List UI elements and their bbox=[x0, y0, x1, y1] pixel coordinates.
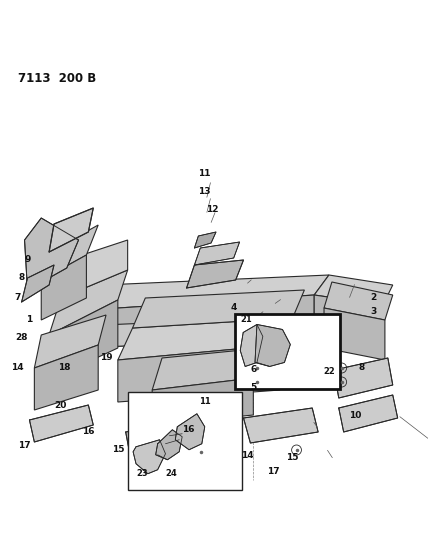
Text: 14: 14 bbox=[12, 364, 24, 373]
Polygon shape bbox=[175, 414, 205, 450]
Polygon shape bbox=[339, 395, 398, 432]
Polygon shape bbox=[152, 348, 263, 390]
Polygon shape bbox=[334, 358, 393, 398]
Text: 7: 7 bbox=[15, 294, 21, 303]
Polygon shape bbox=[88, 275, 329, 310]
Polygon shape bbox=[88, 315, 329, 348]
Text: 2: 2 bbox=[370, 294, 376, 303]
Polygon shape bbox=[133, 290, 304, 328]
Text: 18: 18 bbox=[58, 364, 70, 373]
Polygon shape bbox=[61, 240, 128, 298]
Text: 6: 6 bbox=[250, 366, 256, 375]
Bar bbox=[235, 314, 340, 389]
Polygon shape bbox=[41, 225, 98, 280]
Text: 15: 15 bbox=[112, 446, 124, 455]
Polygon shape bbox=[194, 232, 216, 248]
Polygon shape bbox=[88, 295, 314, 348]
Text: 13: 13 bbox=[198, 188, 211, 197]
Text: 7113  200 B: 7113 200 B bbox=[18, 72, 96, 85]
Polygon shape bbox=[49, 300, 118, 380]
Text: 15: 15 bbox=[286, 454, 299, 463]
Text: 22: 22 bbox=[324, 367, 336, 376]
Polygon shape bbox=[324, 308, 385, 360]
Text: 9: 9 bbox=[24, 255, 31, 264]
Text: 16: 16 bbox=[182, 425, 195, 434]
Text: 20: 20 bbox=[55, 400, 67, 409]
Polygon shape bbox=[255, 325, 290, 367]
Polygon shape bbox=[24, 218, 79, 290]
Polygon shape bbox=[34, 345, 98, 410]
Text: 4: 4 bbox=[231, 303, 237, 312]
Text: 11: 11 bbox=[199, 397, 211, 406]
Polygon shape bbox=[324, 282, 393, 320]
Polygon shape bbox=[194, 242, 240, 265]
Text: 24: 24 bbox=[166, 469, 177, 478]
Text: 17: 17 bbox=[18, 440, 31, 449]
Polygon shape bbox=[133, 440, 166, 474]
Polygon shape bbox=[152, 378, 253, 425]
Text: 17: 17 bbox=[267, 467, 279, 477]
Text: 19: 19 bbox=[100, 353, 113, 362]
Polygon shape bbox=[41, 255, 86, 320]
Text: 28: 28 bbox=[15, 334, 28, 343]
Text: 21: 21 bbox=[240, 316, 252, 325]
Text: 10: 10 bbox=[349, 410, 362, 419]
Text: 3: 3 bbox=[370, 308, 376, 317]
Text: 14: 14 bbox=[241, 450, 254, 459]
Polygon shape bbox=[118, 345, 280, 402]
Text: 1: 1 bbox=[27, 316, 33, 325]
Polygon shape bbox=[314, 275, 393, 305]
Text: 5: 5 bbox=[250, 384, 256, 392]
Polygon shape bbox=[244, 408, 318, 443]
Polygon shape bbox=[21, 265, 54, 302]
Polygon shape bbox=[118, 318, 293, 360]
Text: 8: 8 bbox=[18, 273, 25, 282]
Polygon shape bbox=[187, 260, 244, 288]
Text: 16: 16 bbox=[82, 427, 95, 437]
Polygon shape bbox=[156, 430, 182, 460]
Polygon shape bbox=[314, 295, 383, 340]
Text: 12: 12 bbox=[206, 206, 218, 214]
Polygon shape bbox=[49, 270, 128, 335]
Polygon shape bbox=[49, 208, 93, 252]
Text: 23: 23 bbox=[136, 469, 148, 478]
Text: 8: 8 bbox=[358, 364, 365, 373]
Bar bbox=[128, 392, 242, 490]
Polygon shape bbox=[126, 420, 196, 458]
Polygon shape bbox=[30, 405, 93, 442]
Polygon shape bbox=[34, 315, 106, 368]
Polygon shape bbox=[240, 325, 263, 367]
Text: 11: 11 bbox=[198, 169, 211, 179]
